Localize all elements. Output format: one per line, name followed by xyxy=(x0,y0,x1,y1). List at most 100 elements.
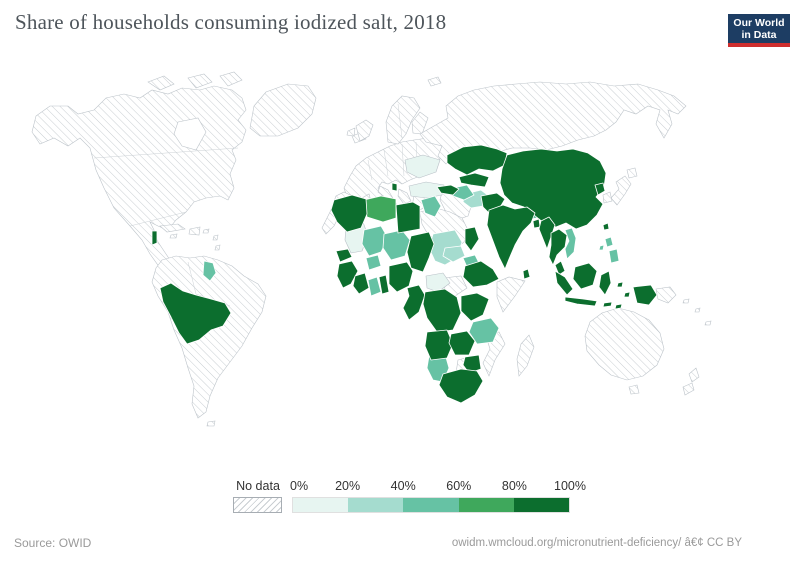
country-egypt[interactable] xyxy=(395,201,421,234)
country-australia-tasmania[interactable] xyxy=(628,384,640,395)
country-turkey[interactable] xyxy=(408,181,445,199)
country-togo-benin[interactable] xyxy=(378,274,390,295)
country-papua-new-guinea[interactable] xyxy=(655,286,677,304)
country-caucasus[interactable] xyxy=(436,184,460,196)
country-sri-lanka[interactable] xyxy=(522,268,531,280)
country-mali[interactable] xyxy=(361,225,389,257)
lesser-antilles[interactable] xyxy=(214,244,221,251)
country-indonesia-moluccas[interactable] xyxy=(616,281,624,288)
pacific-island[interactable] xyxy=(704,320,712,326)
country-guyana[interactable] xyxy=(202,260,217,282)
country-vietnam[interactable] xyxy=(564,227,577,260)
country-albania[interactable] xyxy=(391,182,398,192)
country-jamaica[interactable] xyxy=(169,233,178,239)
country-finland[interactable] xyxy=(411,111,429,135)
country-zambia[interactable] xyxy=(448,330,476,356)
pacific-island[interactable] xyxy=(694,307,701,313)
country-greenland[interactable] xyxy=(249,83,317,137)
country-uganda-kenya[interactable] xyxy=(460,292,490,322)
region-north-america[interactable] xyxy=(31,85,247,279)
page-title: Share of households consuming iodized sa… xyxy=(15,10,447,34)
country-united-kingdom[interactable] xyxy=(355,119,374,142)
country-taiwan[interactable] xyxy=(602,222,610,231)
country-senegal[interactable] xyxy=(335,248,353,263)
country-new-zealand[interactable] xyxy=(682,382,695,396)
country-indonesia-java[interactable] xyxy=(564,296,598,307)
country-yemen[interactable] xyxy=(442,245,466,263)
country-philippines[interactable] xyxy=(608,248,620,264)
country-belize[interactable] xyxy=(151,230,158,246)
owid-logo-box: Our World in Data xyxy=(728,14,790,43)
country-japan-hokkaido[interactable] xyxy=(626,167,638,179)
lesser-antilles[interactable] xyxy=(212,234,219,241)
country-philippines[interactable] xyxy=(604,236,614,248)
country-central-african-republic[interactable] xyxy=(425,272,451,293)
svalbard[interactable] xyxy=(427,76,442,87)
country-puerto-rico[interactable] xyxy=(202,228,210,234)
country-nigeria[interactable] xyxy=(388,261,414,293)
country-cuba[interactable] xyxy=(159,223,186,233)
country-philippines[interactable] xyxy=(598,244,605,251)
arctic-island[interactable] xyxy=(219,71,243,87)
country-indonesia-moluccas[interactable] xyxy=(623,291,631,298)
legend-bin-20-40[interactable] xyxy=(348,498,404,512)
country-oman[interactable] xyxy=(464,226,480,252)
legend-tick-5: 100% xyxy=(554,479,586,493)
country-guinea[interactable] xyxy=(336,260,359,289)
country-myanmar[interactable] xyxy=(538,216,556,250)
country-iraq[interactable] xyxy=(420,195,442,218)
country-indonesia-lesser-sunda[interactable] xyxy=(602,301,613,308)
country-madagascar[interactable] xyxy=(516,334,535,377)
country-ireland[interactable] xyxy=(346,127,356,137)
country-ukraine[interactable] xyxy=(404,154,441,179)
country-chad[interactable] xyxy=(406,231,435,273)
country-indonesia-borneo[interactable] xyxy=(572,262,598,290)
legend-no-data-swatch[interactable] xyxy=(233,497,282,513)
country-greece[interactable] xyxy=(397,188,412,205)
country-indonesia-sumatra[interactable] xyxy=(554,270,574,296)
country-new-zealand[interactable] xyxy=(688,367,700,383)
country-ethiopia[interactable] xyxy=(462,260,500,288)
legend-tick-1: 20% xyxy=(335,479,361,493)
country-libya[interactable] xyxy=(363,195,397,223)
country-india[interactable] xyxy=(486,204,536,270)
country-dr-congo[interactable] xyxy=(422,288,462,333)
arctic-island[interactable] xyxy=(187,73,213,89)
legend-bin-80-100[interactable] xyxy=(513,498,570,512)
country-algeria[interactable] xyxy=(330,194,368,233)
pacific-island[interactable] xyxy=(682,298,690,304)
country-peru-bolivia[interactable] xyxy=(159,282,232,345)
country-mozambique[interactable] xyxy=(482,331,506,377)
owid-logo-line1: Our World xyxy=(733,17,785,29)
country-hispaniola[interactable] xyxy=(188,226,201,236)
country-north-korea[interactable] xyxy=(594,182,606,196)
country-malaysia[interactable] xyxy=(554,260,566,276)
country-south-korea[interactable] xyxy=(602,191,613,204)
country-indonesia-west-papua[interactable] xyxy=(632,284,658,306)
country-cote-divoire[interactable] xyxy=(352,272,370,295)
country-thailand-laos[interactable] xyxy=(548,228,568,266)
country-somalia[interactable] xyxy=(496,276,526,313)
country-indonesia-sulawesi[interactable] xyxy=(598,270,612,296)
country-kazakhstan[interactable] xyxy=(446,144,508,176)
arctic-island[interactable] xyxy=(147,75,175,91)
country-angola[interactable] xyxy=(424,329,454,361)
country-ghana[interactable] xyxy=(367,276,382,297)
legend-bin-0-20[interactable] xyxy=(293,498,349,512)
legend-bin-60-80[interactable] xyxy=(458,498,514,512)
legend-tick-4: 80% xyxy=(501,479,527,493)
country-indonesia-lesser-sunda[interactable] xyxy=(614,303,623,310)
falkland-islands[interactable] xyxy=(206,420,216,427)
country-south-africa[interactable] xyxy=(438,368,484,404)
country-japan[interactable] xyxy=(610,175,632,206)
country-burkina-faso[interactable] xyxy=(365,254,382,271)
country-niger[interactable] xyxy=(382,229,411,261)
country-cameroon-congo[interactable] xyxy=(402,284,426,321)
legend-bin-40-60[interactable] xyxy=(403,498,459,512)
country-bangladesh[interactable] xyxy=(532,218,541,229)
region-scandinavia[interactable] xyxy=(385,95,421,145)
country-australia[interactable] xyxy=(584,307,665,381)
country-uzbekistan[interactable] xyxy=(458,172,490,188)
country-tanzania[interactable] xyxy=(468,317,500,345)
